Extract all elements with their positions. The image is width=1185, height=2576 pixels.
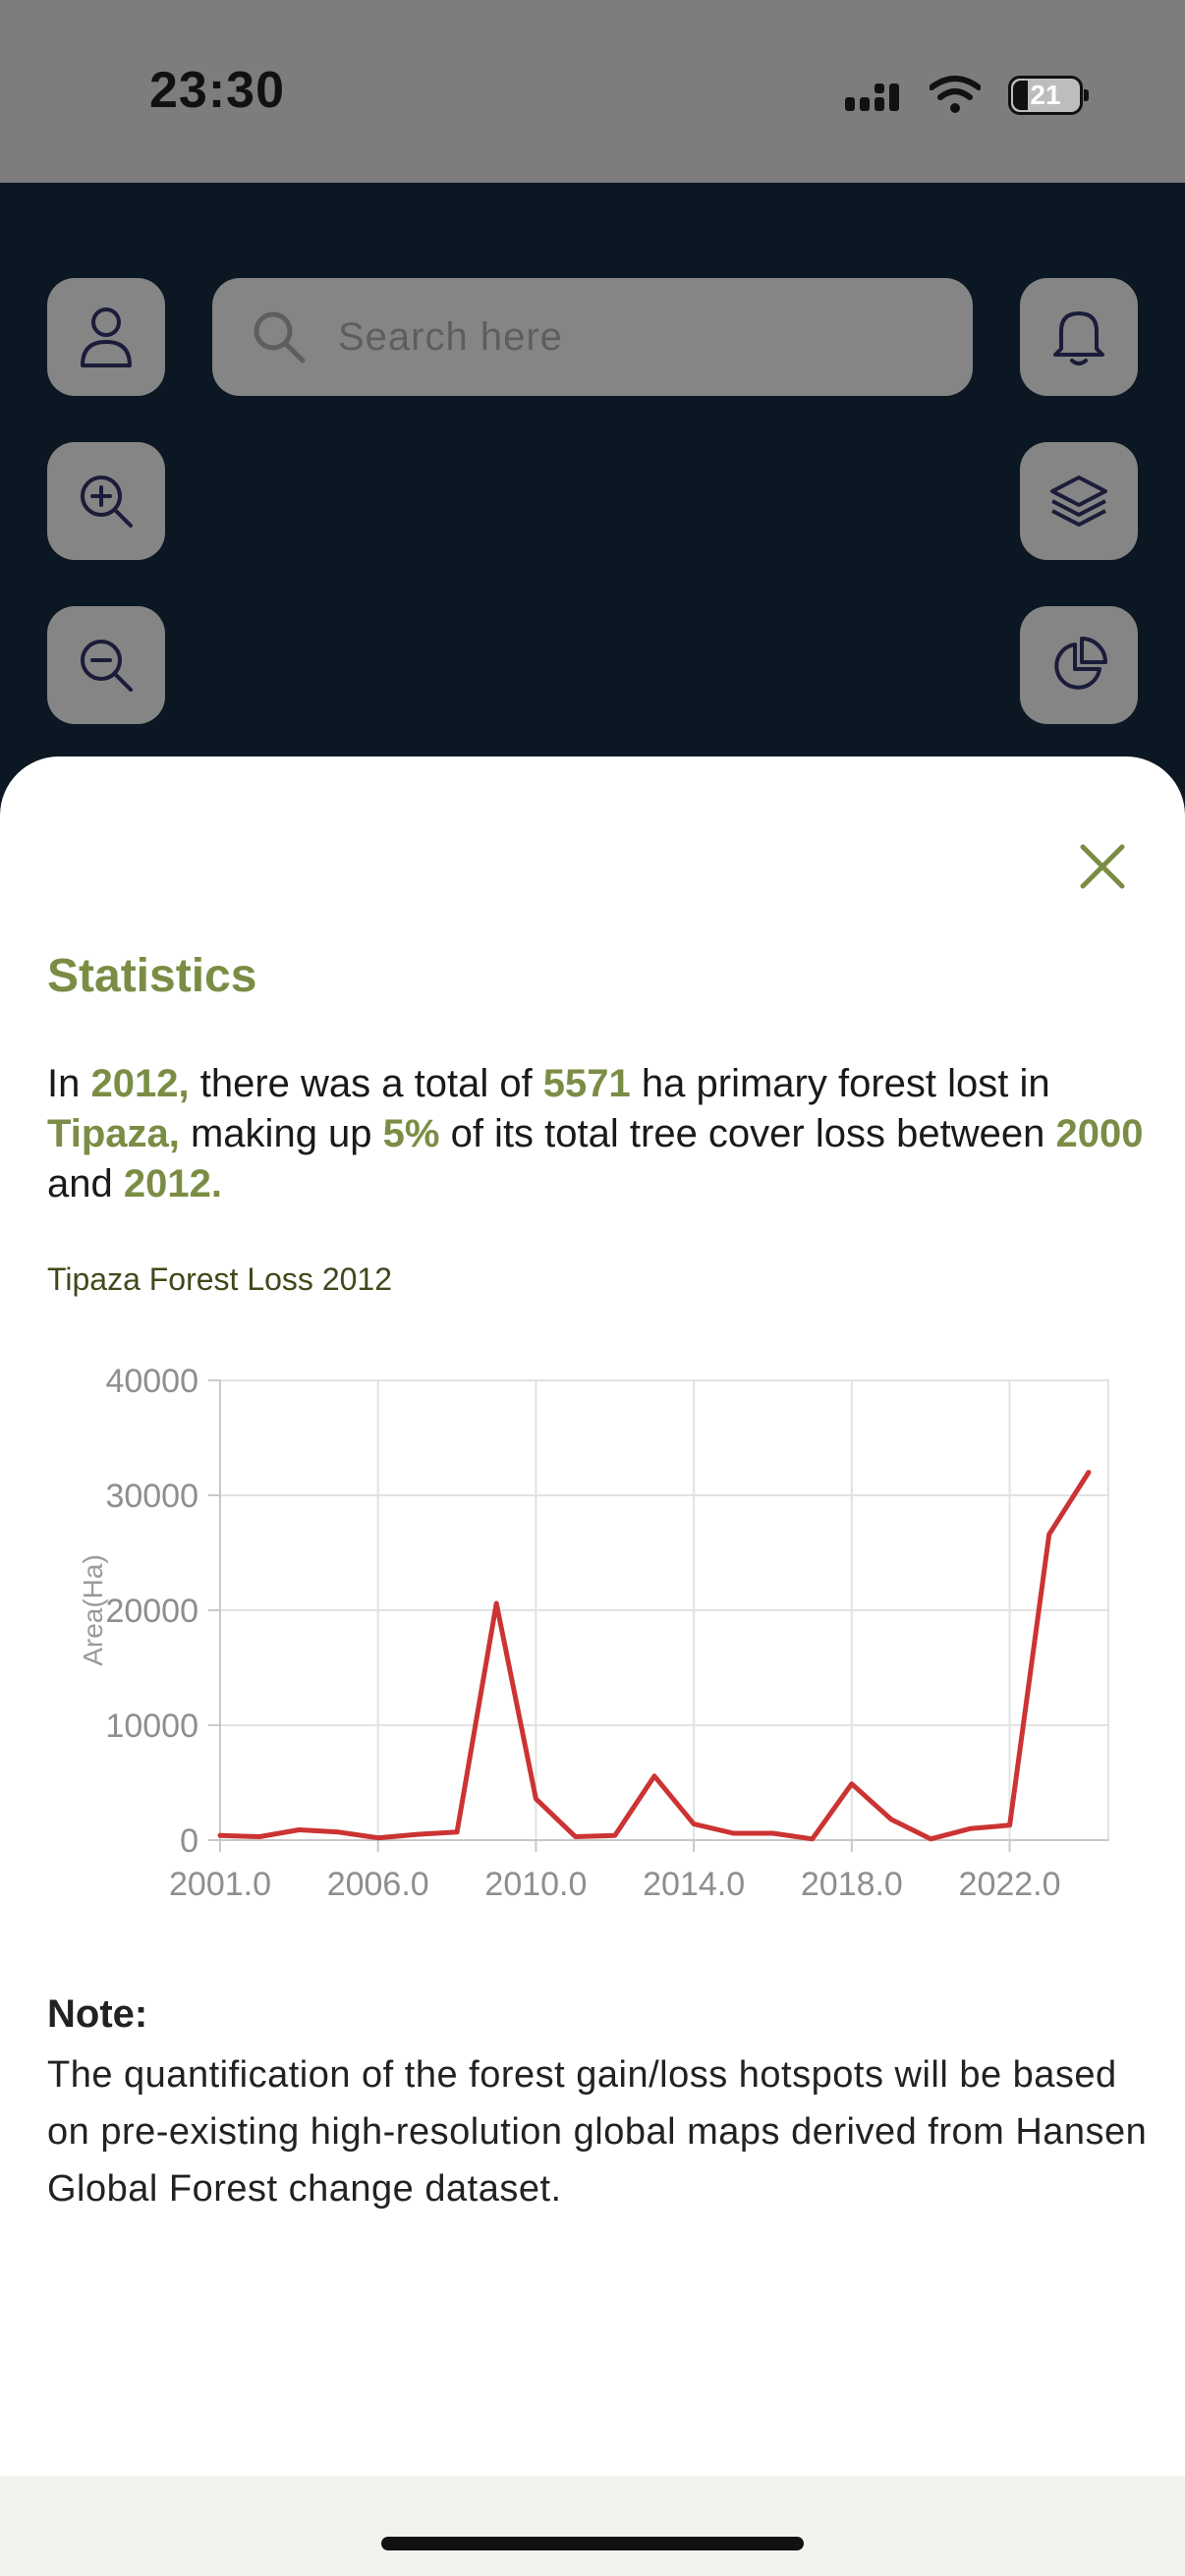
summary-amount: 5571 [542,1062,631,1105]
home-indicator[interactable] [381,2537,804,2550]
chart-y-tick-label: 20000 [105,1593,198,1630]
zoom-out-button[interactable] [47,606,165,724]
zoom-in-button[interactable] [47,442,165,560]
battery-level: 21 [1030,80,1061,110]
summary-place: Tipaza, [47,1112,180,1155]
close-button[interactable] [1073,837,1132,896]
forest-loss-chart: 0 10000 20000 30000 40000 2001.0 2006.0 2010.0 2… [78,1363,1109,1903]
chart-x-tick-label: 2018.0 [801,1866,903,1903]
search-icon [254,311,306,364]
summary-year: 2012, [90,1062,190,1105]
close-icon [1080,844,1125,889]
zoom-out-icon [81,640,133,692]
chart-y-tick-label: 10000 [105,1708,198,1745]
pie-chart-icon [1054,637,1107,690]
summary-percent: 5% [382,1112,440,1155]
note-title: Note: [47,1992,148,2036]
battery-icon: 21 [1008,76,1089,115]
status-time: 23:30 [149,62,285,119]
chart-x-tick-label: 2010.0 [484,1866,587,1903]
chart-y-tick-label: 40000 [105,1363,198,1400]
user-icon [81,308,132,367]
chart-x-tick-label: 2014.0 [643,1866,745,1903]
bottom-bar [0,2476,1185,2576]
map-view[interactable] [0,183,1185,792]
wifi-icon [930,76,981,113]
note-text: The quantification of the forest gain/lo… [47,2054,1148,2210]
bell-icon [1053,311,1104,365]
chart-x-tick-label: 2001.0 [169,1866,271,1903]
chart-y-tick-label: 30000 [105,1478,198,1515]
statistics-sheet [0,756,1185,2576]
chart-y-tick-label: 0 [180,1822,198,1860]
summary-end-year: 2012. [123,1162,222,1205]
layers-icon [1050,476,1107,527]
search-input[interactable] [336,313,973,361]
chart-x-tick-label: 2006.0 [327,1866,429,1903]
chart-x-tick-label: 2022.0 [959,1866,1061,1903]
status-bar: 23:30 21 [0,0,1185,183]
chart-y-axis-label: Area(Ha) [78,1554,108,1666]
sheet-title: Statistics [47,950,257,1002]
layers-button[interactable] [1020,442,1138,560]
chart-heading: Tipaza Forest Loss 2012 [47,1261,392,1297]
zoom-in-icon [81,476,133,528]
status-icons: 21 [843,71,1089,120]
notifications-button[interactable] [1020,278,1138,396]
statistics-button[interactable] [1020,606,1138,724]
chart-series-line [217,1470,1092,1842]
search-bar[interactable] [212,278,973,396]
summary-start-year: 2000 [1055,1112,1144,1155]
profile-button[interactable] [47,278,165,396]
cellular-signal-icon [845,84,899,111]
statistics-summary: In 2012, there was a total of 5571 ha pr… [47,1062,1144,1205]
